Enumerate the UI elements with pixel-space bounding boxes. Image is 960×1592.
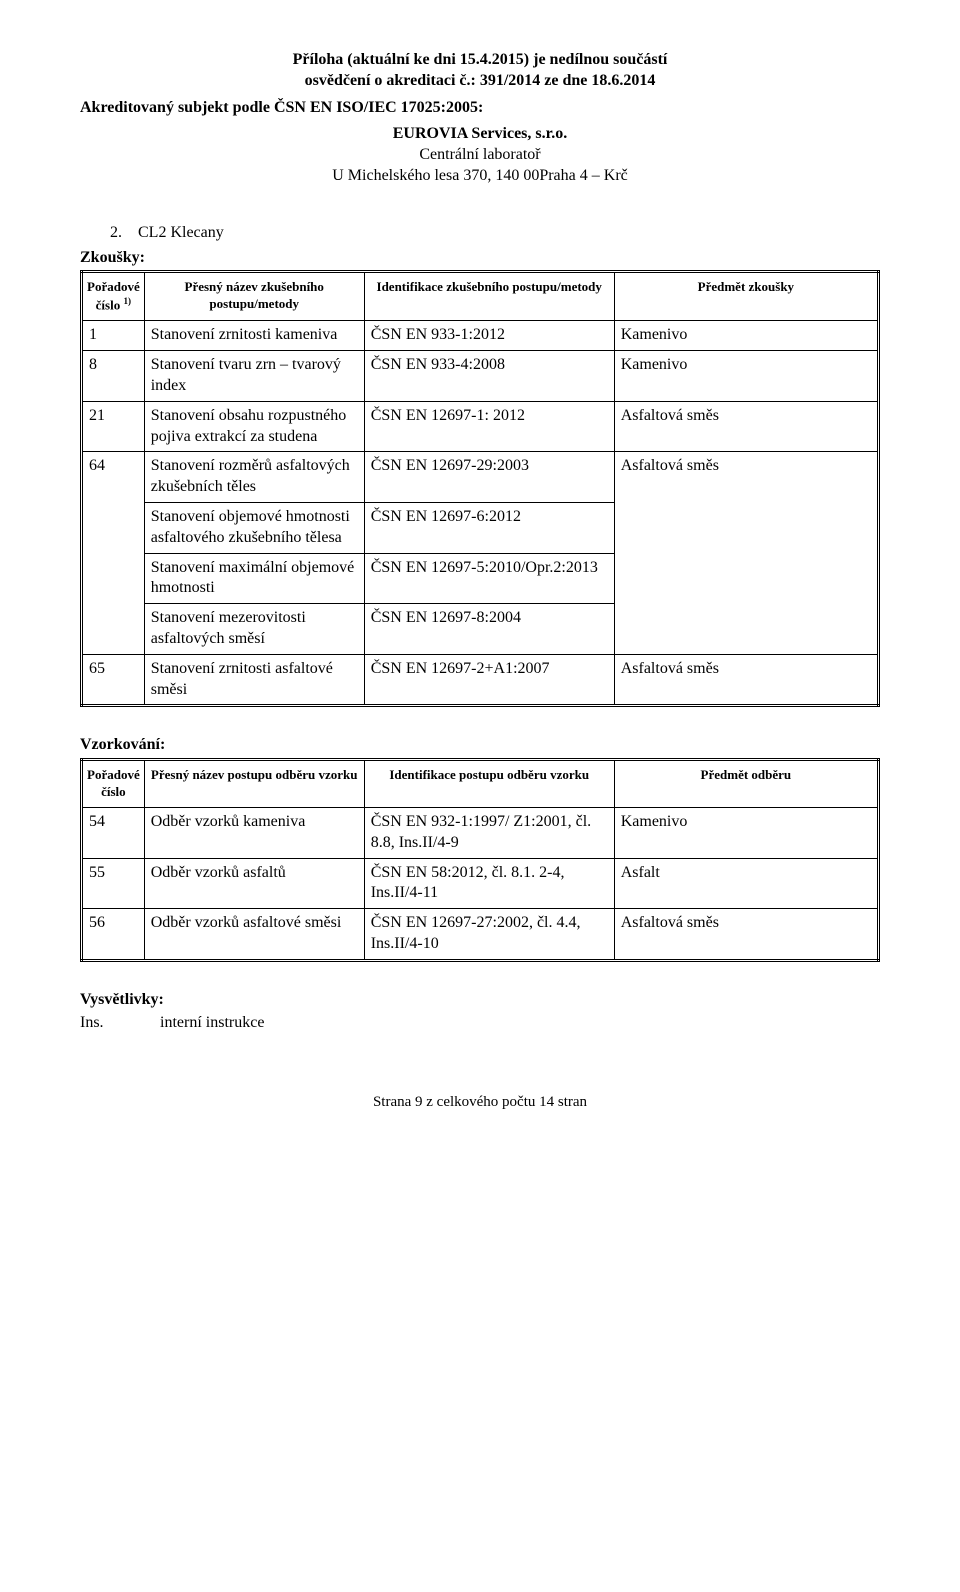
row-name: Odběr vzorků asfaltů (144, 858, 364, 909)
table-row: 21 Stanovení obsahu rozpustného pojiva e… (82, 401, 879, 452)
row-id: ČSN EN 12697-27:2002, čl. 4.4, Ins.II/4-… (364, 909, 614, 961)
table-row: 56 Odběr vzorků asfaltové směsi ČSN EN 1… (82, 909, 879, 961)
col-name-header: Přesný název zkušebního postupu/metody (144, 272, 364, 321)
row-subj: Asfalt (614, 858, 878, 909)
sampling-table: Pořadové číslo Přesný název postupu odbě… (80, 758, 880, 962)
row-subj: Asfaltová směs (614, 909, 878, 961)
section-heading: 2. CL2 Klecany (110, 223, 880, 244)
row-subj: Asfaltová směs (614, 452, 878, 654)
row-name: Stanovení tvaru zrn – tvarový index (144, 351, 364, 402)
table-row: 65 Stanovení zrnitosti asfaltové směsi Č… (82, 654, 879, 706)
col-num-header: Pořadové číslo (82, 760, 145, 808)
row-num: 64 (82, 452, 145, 654)
row-id: ČSN EN 12697-8:2004 (364, 604, 614, 655)
row-name: Stanovení maximální objemové hmotnosti (144, 553, 364, 604)
tests-table: Pořadové číslo 1) Přesný název zkušebníh… (80, 270, 880, 707)
col-name-header: Přesný název postupu odběru vzorku (144, 760, 364, 808)
table-header-row: Pořadové číslo Přesný název postupu odbě… (82, 760, 879, 808)
col-num-header: Pořadové číslo 1) (82, 272, 145, 321)
legend-key: Ins. (80, 1013, 160, 1034)
row-name: Odběr vzorků kameniva (144, 808, 364, 859)
row-subj: Kamenivo (614, 808, 878, 859)
header-line2: osvědčení o akreditaci č.: 391/2014 ze d… (80, 71, 880, 92)
accredited-line: Akreditovaný subjekt podle ČSN EN ISO/IE… (80, 98, 880, 119)
row-name: Odběr vzorků asfaltové směsi (144, 909, 364, 961)
company-name: EUROVIA Services, s.r.o. (80, 124, 880, 145)
section-name: CL2 Klecany (138, 224, 224, 241)
row-id: ČSN EN 58:2012, čl. 8.1. 2-4, Ins.II/4-1… (364, 858, 614, 909)
row-id: ČSN EN 933-4:2008 (364, 351, 614, 402)
row-name: Stanovení mezerovitosti asfaltových směs… (144, 604, 364, 655)
header-line1: Příloha (aktuální ke dni 15.4.2015) je n… (80, 50, 880, 71)
row-subj: Asfaltová směs (614, 654, 878, 706)
legend-val: interní instrukce (160, 1013, 264, 1034)
row-id: ČSN EN 12697-1: 2012 (364, 401, 614, 452)
legend-title: Vysvětlivky: (80, 990, 880, 1011)
row-subj: Asfaltová směs (614, 401, 878, 452)
row-subj: Kamenivo (614, 351, 878, 402)
row-name: Stanovení zrnitosti kameniva (144, 321, 364, 351)
col-subj-header: Předmět zkoušky (614, 272, 878, 321)
address-line-1: Centrální laboratoř (80, 145, 880, 166)
table-row: 64 Stanovení rozměrů asfaltových zkušebn… (82, 452, 879, 503)
page-footer: Strana 9 z celkového počtu 14 stran (80, 1093, 880, 1113)
table-row: 54 Odběr vzorků kameniva ČSN EN 932-1:19… (82, 808, 879, 859)
section-number: 2. (110, 224, 122, 241)
row-num: 55 (82, 858, 145, 909)
col-id-header: Identifikace postupu odběru vzorku (364, 760, 614, 808)
row-id: ČSN EN 12697-5:2010/Opr.2:2013 (364, 553, 614, 604)
sampling-title: Vzorkování: (80, 735, 880, 756)
col-id-header: Identifikace zkušebního postupu/metody (364, 272, 614, 321)
row-id: ČSN EN 932-1:1997/ Z1:2001, čl. 8.8, Ins… (364, 808, 614, 859)
tests-label: Zkoušky: (80, 248, 880, 269)
table-row: 55 Odběr vzorků asfaltů ČSN EN 58:2012, … (82, 858, 879, 909)
col-subj-header: Předmět odběru (614, 760, 878, 808)
row-id: ČSN EN 12697-6:2012 (364, 503, 614, 554)
row-num: 8 (82, 351, 145, 402)
row-name: Stanovení obsahu rozpustného pojiva extr… (144, 401, 364, 452)
col-num-header-text: Pořadové číslo (87, 279, 140, 312)
row-id: ČSN EN 933-1:2012 (364, 321, 614, 351)
row-num: 21 (82, 401, 145, 452)
row-name: Stanovení objemové hmotnosti asfaltového… (144, 503, 364, 554)
row-id: ČSN EN 12697-2+A1:2007 (364, 654, 614, 706)
table-row: 1 Stanovení zrnitosti kameniva ČSN EN 93… (82, 321, 879, 351)
row-num: 1 (82, 321, 145, 351)
row-num: 56 (82, 909, 145, 961)
row-id: ČSN EN 12697-29:2003 (364, 452, 614, 503)
row-name: Stanovení rozměrů asfaltových zkušebních… (144, 452, 364, 503)
row-num: 54 (82, 808, 145, 859)
address-line-2: U Michelského lesa 370, 140 00Praha 4 – … (80, 166, 880, 187)
row-name: Stanovení zrnitosti asfaltové směsi (144, 654, 364, 706)
row-num: 65 (82, 654, 145, 706)
col-num-header-sup: 1) (123, 296, 131, 306)
legend-row: Ins. interní instrukce (80, 1013, 880, 1034)
row-subj: Kamenivo (614, 321, 878, 351)
table-row: 8 Stanovení tvaru zrn – tvarový index ČS… (82, 351, 879, 402)
table-header-row: Pořadové číslo 1) Přesný název zkušebníh… (82, 272, 879, 321)
